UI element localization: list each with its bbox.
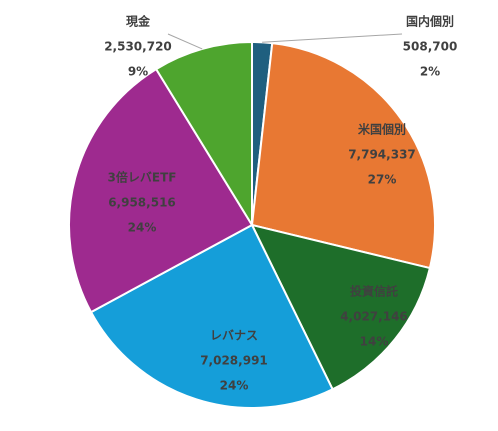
data-labels: 国内個別 508,700 2% 米国個別 7,794,337 27% 投資信託 4,027,1… <box>104 14 457 393</box>
slice-category-label: 現金 <box>126 14 151 29</box>
slice-value-label: 7,794,337 <box>348 148 416 162</box>
leader-line <box>167 33 203 50</box>
slice-value-label: 508,700 <box>403 40 458 54</box>
pie-slice <box>250 223 432 391</box>
slice-category-label: 投資信託 <box>350 284 398 299</box>
slice-percent-label: 24% <box>128 221 157 235</box>
slice-value-label: 6,958,516 <box>108 196 176 210</box>
slice-percent-label: 24% <box>220 379 249 393</box>
pie-slice <box>68 67 254 314</box>
slice-category-label: 3倍レバETF <box>108 170 177 185</box>
slice-value-label: 7,028,991 <box>200 354 268 368</box>
pie-slice <box>154 40 253 229</box>
pie-slice <box>250 42 436 270</box>
slice-percent-label: 9% <box>128 65 148 79</box>
pie-slice <box>89 223 334 409</box>
slice-percent-label: 2% <box>420 65 440 79</box>
slice-percent-label: 27% <box>368 173 397 187</box>
slice-value-label: 4,027,146 <box>340 310 408 324</box>
slice-category-label: 米国個別 <box>358 122 406 137</box>
slice-percent-label: 14% <box>360 335 389 349</box>
slice-category-label: レバナス <box>210 329 258 343</box>
leader-lines <box>167 33 403 50</box>
pie-slices <box>68 40 436 409</box>
slice-category-label: 国内個別 <box>406 14 454 29</box>
slice-value-label: 2,530,720 <box>104 40 172 54</box>
leader-line <box>262 33 403 43</box>
